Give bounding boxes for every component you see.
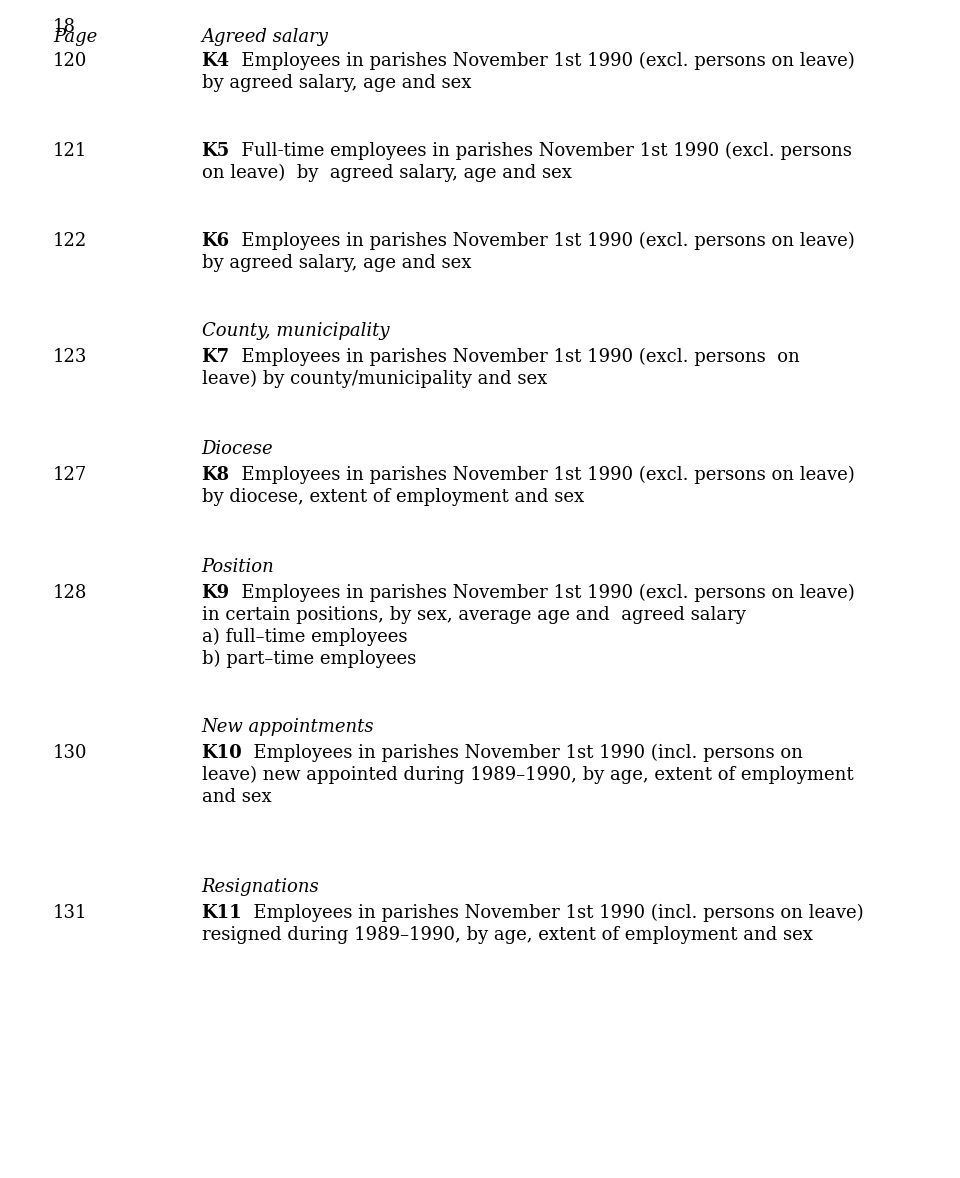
Text: Employees in parishes November 1st 1990 (excl. persons on leave): Employees in parishes November 1st 1990 … — [229, 466, 854, 484]
Text: K10: K10 — [202, 744, 242, 762]
Text: 123: 123 — [53, 348, 87, 366]
Text: resigned during 1989–1990, by age, extent of employment and sex: resigned during 1989–1990, by age, exten… — [202, 926, 812, 944]
Text: K8: K8 — [202, 466, 229, 484]
Text: Employees in parishes November 1st 1990 (excl. persons on leave): Employees in parishes November 1st 1990 … — [229, 584, 854, 602]
Text: 130: 130 — [53, 744, 87, 762]
Text: 122: 122 — [53, 232, 87, 250]
Text: Page: Page — [53, 28, 97, 46]
Text: K7: K7 — [202, 348, 229, 366]
Text: Agreed salary: Agreed salary — [202, 28, 328, 46]
Text: 120: 120 — [53, 52, 87, 70]
Text: on leave)  by  agreed salary, age and sex: on leave) by agreed salary, age and sex — [202, 164, 571, 183]
Text: and sex: and sex — [202, 788, 272, 806]
Text: Employees in parishes November 1st 1990 (excl. persons on leave): Employees in parishes November 1st 1990 … — [229, 232, 854, 250]
Text: Position: Position — [202, 558, 275, 576]
Text: by agreed salary, age and sex: by agreed salary, age and sex — [202, 74, 471, 92]
Text: Diocese: Diocese — [202, 441, 274, 458]
Text: b) part–time employees: b) part–time employees — [202, 650, 416, 668]
Text: Resignations: Resignations — [202, 878, 320, 896]
Text: by diocese, extent of employment and sex: by diocese, extent of employment and sex — [202, 488, 584, 507]
Text: a) full–time employees: a) full–time employees — [202, 628, 407, 647]
Text: Employees in parishes November 1st 1990 (excl. persons  on: Employees in parishes November 1st 1990 … — [229, 348, 800, 366]
Text: Employees in parishes November 1st 1990 (excl. persons on leave): Employees in parishes November 1st 1990 … — [229, 52, 854, 71]
Text: in certain positions, by sex, average age and  agreed salary: in certain positions, by sex, average ag… — [202, 605, 746, 624]
Text: K11: K11 — [202, 904, 242, 922]
Text: leave) by county/municipality and sex: leave) by county/municipality and sex — [202, 370, 547, 389]
Text: New appointments: New appointments — [202, 719, 374, 736]
Text: Employees in parishes November 1st 1990 (incl. persons on leave): Employees in parishes November 1st 1990 … — [242, 904, 864, 922]
Text: K4: K4 — [202, 52, 229, 70]
Text: Full-time employees in parishes November 1st 1990 (excl. persons: Full-time employees in parishes November… — [229, 143, 852, 160]
Text: 18: 18 — [53, 18, 76, 37]
Text: County, municipality: County, municipality — [202, 322, 389, 340]
Text: K5: K5 — [202, 143, 229, 160]
Text: leave) new appointed during 1989–1990, by age, extent of employment: leave) new appointed during 1989–1990, b… — [202, 766, 853, 785]
Text: by agreed salary, age and sex: by agreed salary, age and sex — [202, 254, 471, 272]
Text: Employees in parishes November 1st 1990 (incl. persons on: Employees in parishes November 1st 1990 … — [242, 744, 804, 762]
Text: K9: K9 — [202, 584, 229, 602]
Text: 127: 127 — [53, 466, 87, 484]
Text: 131: 131 — [53, 904, 87, 922]
Text: 121: 121 — [53, 143, 87, 160]
Text: K6: K6 — [202, 232, 229, 250]
Text: 128: 128 — [53, 584, 87, 602]
